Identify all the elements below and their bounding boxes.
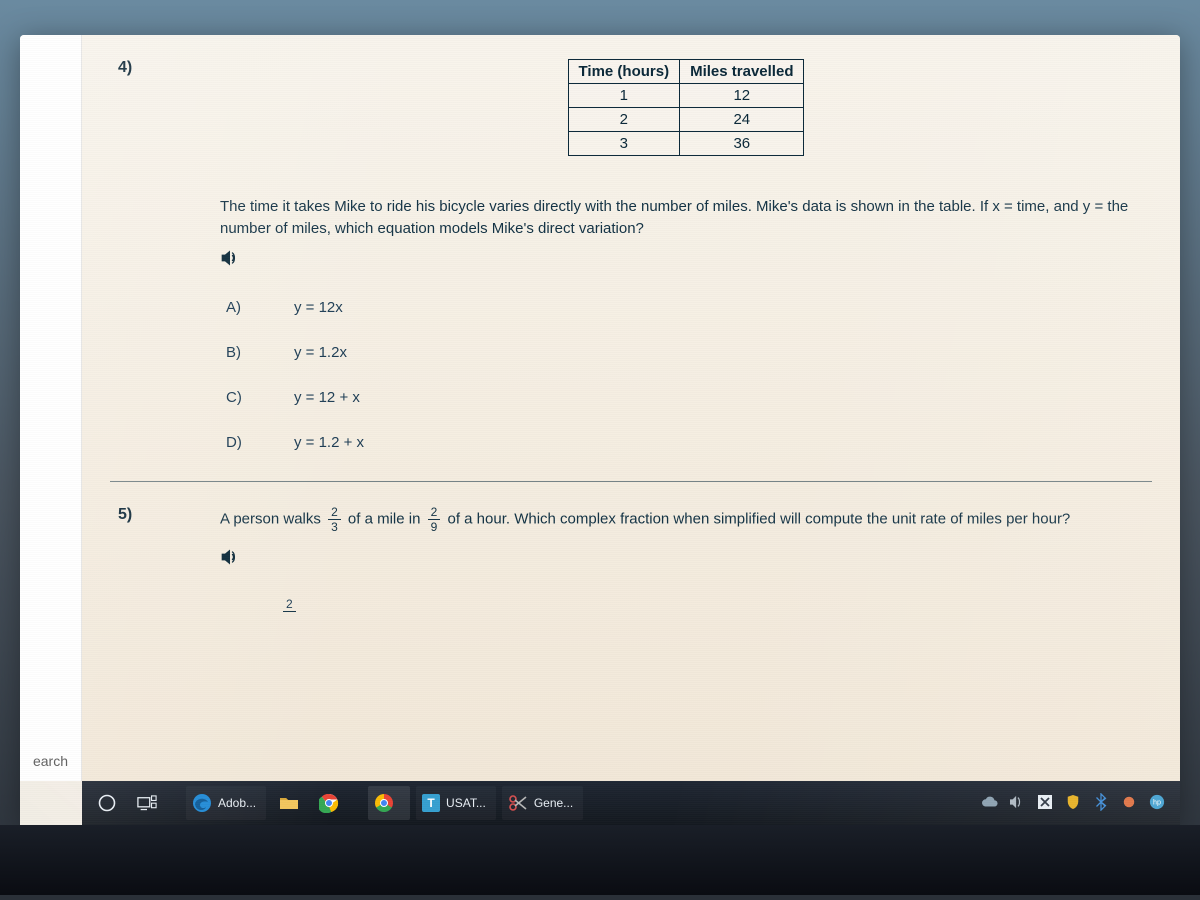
windows-taskbar: Adob... T (82, 781, 1180, 825)
answer-label: A) (226, 299, 246, 316)
answer-label: B) (226, 344, 246, 361)
monitor-screen: earch 4) Time (hours) Miles travelled (20, 35, 1180, 825)
table-cell: 24 (680, 108, 804, 132)
speaker-icon (220, 547, 240, 567)
search-fragment-label: earch (33, 753, 68, 769)
table-header: Time (hours) (568, 60, 680, 84)
table-header: Miles travelled (680, 60, 804, 84)
tray-volume[interactable] (1008, 794, 1026, 812)
edge-icon (192, 793, 212, 813)
app-letter-icon: T (422, 794, 440, 812)
answer-label: D) (226, 434, 246, 451)
taskbar-app-snip[interactable]: Gene... (502, 786, 583, 820)
tray-onedrive[interactable] (980, 794, 998, 812)
question-number: 4) (118, 59, 132, 77)
question-prompt: The time it takes Mike to ride his bicyc… (220, 196, 1152, 240)
chrome-icon (319, 793, 339, 813)
table-row: 2 24 (568, 108, 804, 132)
audio-button[interactable] (220, 547, 1152, 572)
table-cell: 2 (568, 108, 680, 132)
tray-security[interactable] (1064, 794, 1082, 812)
answer-text: y = 12x (294, 299, 343, 316)
shield-icon (1066, 794, 1080, 813)
table-cell: 36 (680, 132, 804, 156)
taskbar-app-usatestprep[interactable] (368, 786, 410, 820)
audio-button[interactable] (220, 248, 1152, 273)
answer-text: y = 12 + x (294, 389, 360, 406)
prompt-fragment: of a hour. Which complex fraction when s… (447, 510, 1070, 527)
answer-option-b[interactable]: B) y = 1.2x (226, 344, 1152, 361)
laptop-base (0, 825, 1200, 895)
taskbar-app-adobe[interactable]: Adob... (186, 786, 266, 820)
answer-options: A) y = 12x B) y = 1.2x C) y = 12 + x D (226, 299, 1152, 451)
tray-bluetooth[interactable] (1092, 794, 1110, 812)
circle-icon (97, 793, 117, 813)
power-icon (1122, 795, 1136, 812)
question-prompt: A person walks 2 3 of a mile in 2 9 of a… (220, 506, 1152, 533)
folder-icon (279, 793, 299, 813)
fraction: 2 (283, 598, 296, 625)
answer-label: C) (226, 389, 246, 406)
hp-icon: hp (1149, 794, 1165, 813)
taskbar-app-chrome[interactable] (312, 786, 346, 820)
tray-power[interactable] (1120, 794, 1138, 812)
question-number: 5) (118, 506, 132, 524)
question-4: 4) Time (hours) Miles travelled 1 (110, 59, 1152, 451)
prompt-fragment: of a mile in (348, 510, 425, 527)
fraction: 2 9 (428, 506, 441, 533)
tray-hp[interactable]: hp (1148, 794, 1166, 812)
close-x-icon (1038, 795, 1052, 812)
photo-frame: earch 4) Time (hours) Miles travelled (0, 0, 1200, 900)
cloud-icon (980, 795, 998, 812)
answer-option-c[interactable]: C) y = 12 + x (226, 389, 1152, 406)
taskbar-app-label: Adob... (218, 796, 256, 810)
speaker-icon (220, 248, 240, 268)
browser-left-sliver: earch (20, 35, 82, 781)
task-view-button[interactable] (130, 786, 164, 820)
table-row: Time (hours) Miles travelled (568, 60, 804, 84)
prompt-fragment: A person walks (220, 510, 325, 527)
answer-text: y = 1.2x (294, 344, 347, 361)
question-5: 5) A person walks 2 3 of a mile in 2 9 (110, 506, 1152, 625)
answer-option-d[interactable]: D) y = 1.2 + x (226, 434, 1152, 451)
table-cell: 1 (568, 84, 680, 108)
system-tray: hp (980, 794, 1172, 812)
quiz-content: 4) Time (hours) Miles travelled 1 (82, 35, 1180, 781)
cortana-button[interactable] (90, 786, 124, 820)
answer-option-a[interactable]: A) y = 12x (226, 299, 1152, 316)
table-cell: 12 (680, 84, 804, 108)
data-table: Time (hours) Miles travelled 1 12 2 (568, 59, 805, 156)
question-separator (110, 481, 1152, 482)
taskbar-app-gene[interactable]: T USAT... (416, 786, 496, 820)
scissors-icon (508, 793, 528, 813)
taskbar-app-label: USAT... (446, 796, 486, 810)
table-row: 3 36 (568, 132, 804, 156)
tray-close[interactable] (1036, 794, 1054, 812)
chrome-small-icon (374, 793, 394, 813)
svg-text:hp: hp (1153, 798, 1161, 806)
partial-fraction: 2 (280, 598, 1152, 625)
taskbar-app-label: Gene... (534, 796, 573, 810)
table-cell: 3 (568, 132, 680, 156)
taskbar-app-file-explorer[interactable] (272, 786, 306, 820)
bluetooth-icon (1095, 793, 1107, 814)
task-view-icon (137, 793, 157, 813)
answer-text: y = 1.2 + x (294, 434, 364, 451)
fraction: 2 3 (328, 506, 341, 533)
speaker-icon (1009, 795, 1025, 812)
table-row: 1 12 (568, 84, 804, 108)
